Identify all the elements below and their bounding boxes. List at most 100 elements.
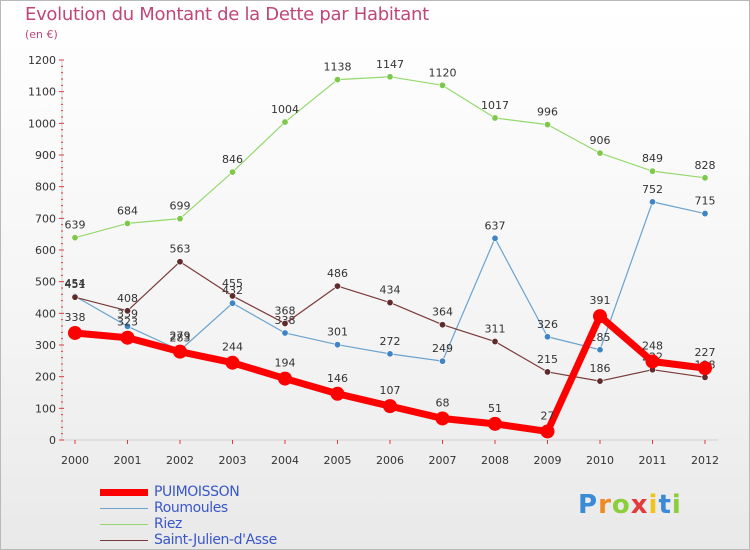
data-point-roumoules xyxy=(596,346,604,354)
data-point-puimoisson xyxy=(68,325,82,340)
legend-label: PUIMOISSON xyxy=(154,484,240,500)
data-label-roumoules: 637 xyxy=(485,219,506,232)
data-label-roumoules: 301 xyxy=(327,326,348,339)
series-line-riez xyxy=(74,76,706,239)
data-label-puimoisson: 68 xyxy=(436,396,450,409)
legend-item-puimoisson: PUIMOISSON xyxy=(100,484,360,500)
data-label-roumoules: 752 xyxy=(642,183,663,196)
data-point-riez xyxy=(648,167,656,175)
data-point-puimoisson xyxy=(593,309,607,324)
data-point-riez xyxy=(596,149,604,157)
data-label-puimoisson: 146 xyxy=(327,372,348,385)
x-tick-label: 2009 xyxy=(534,454,562,467)
data-label-roumoules: 283 xyxy=(170,331,191,344)
data-label-riez: 1004 xyxy=(271,103,299,116)
legend-item-riez: Riez xyxy=(100,516,360,532)
data-label-saint-julien-d-asse: 311 xyxy=(485,323,506,336)
x-tick-label: 2006 xyxy=(376,454,404,467)
data-label-riez: 1138 xyxy=(324,61,352,74)
data-point-roumoules xyxy=(543,333,551,341)
legend-swatch xyxy=(100,524,148,525)
x-tick-label: 2002 xyxy=(166,454,194,467)
data-label-riez: 1147 xyxy=(376,58,404,71)
data-label-puimoisson: 338 xyxy=(65,311,86,324)
data-label-riez: 849 xyxy=(642,152,663,165)
data-point-riez xyxy=(71,234,79,242)
data-point-roumoules xyxy=(701,210,709,218)
data-point-puimoisson xyxy=(383,399,397,414)
logo-letter: r xyxy=(598,490,612,520)
x-tick-label: 2008 xyxy=(481,454,509,467)
data-label-saint-julien-d-asse: 455 xyxy=(222,277,243,290)
data-label-puimoisson: 279 xyxy=(170,330,191,343)
data-label-riez: 684 xyxy=(117,204,138,217)
data-point-riez xyxy=(124,219,132,227)
logo-letter: o xyxy=(611,490,631,520)
x-tick-label: 2011 xyxy=(639,454,667,467)
data-point-riez xyxy=(543,121,551,129)
data-point-roumoules xyxy=(386,350,394,358)
logo-letter: t xyxy=(658,490,672,520)
data-label-roumoules: 715 xyxy=(695,195,716,208)
data-point-saint-julien-d-asse xyxy=(176,258,184,266)
data-label-puimoisson: 227 xyxy=(695,346,716,359)
data-label-puimoisson: 27 xyxy=(541,409,555,422)
data-label-roumoules: 249 xyxy=(432,342,453,355)
data-label-saint-julien-d-asse: 215 xyxy=(537,353,558,366)
logo-letter: i xyxy=(671,490,682,520)
data-label-roumoules: 326 xyxy=(537,318,558,331)
proxiti-logo: Proxiti xyxy=(578,490,682,520)
data-label-roumoules: 272 xyxy=(380,335,401,348)
data-label-riez: 699 xyxy=(170,200,191,213)
data-label-saint-julien-d-asse: 364 xyxy=(432,306,453,319)
x-tick-label: 2001 xyxy=(114,454,142,467)
legend-label: Roumoules xyxy=(154,500,228,516)
data-point-puimoisson xyxy=(435,411,450,426)
data-label-puimoisson: 391 xyxy=(590,294,611,307)
y-tick-label: 1100 xyxy=(28,86,56,99)
y-tick-label: 500 xyxy=(35,276,56,289)
legend-swatch xyxy=(100,540,148,541)
data-point-puimoisson xyxy=(278,371,292,386)
data-point-saint-julien-d-asse xyxy=(333,282,341,290)
data-point-roumoules xyxy=(491,234,499,242)
legend-swatch xyxy=(100,489,148,496)
data-label-saint-julien-d-asse: 408 xyxy=(117,292,138,305)
data-label-riez: 1017 xyxy=(481,99,509,112)
data-point-puimoisson xyxy=(698,361,712,376)
data-label-riez: 846 xyxy=(222,153,243,166)
data-point-roumoules xyxy=(333,341,341,349)
y-tick-label: 400 xyxy=(35,307,56,320)
y-tick-label: 700 xyxy=(35,212,56,225)
legend-swatch xyxy=(100,508,148,509)
x-tick-label: 2003 xyxy=(219,454,247,467)
data-label-riez: 639 xyxy=(65,219,86,232)
x-tick-label: 2010 xyxy=(586,454,614,467)
data-point-saint-julien-d-asse xyxy=(438,321,446,329)
data-point-riez xyxy=(229,168,237,176)
x-tick-label: 2012 xyxy=(691,454,719,467)
data-point-riez xyxy=(438,81,446,89)
data-point-roumoules xyxy=(229,299,237,307)
data-point-roumoules xyxy=(648,198,656,206)
data-label-riez: 828 xyxy=(695,159,716,172)
legend-item-saint-julien-d-asse: Saint-Julien-d'Asse xyxy=(100,532,360,548)
y-tick-label: 100 xyxy=(35,402,56,415)
data-label-saint-julien-d-asse: 368 xyxy=(275,304,296,317)
x-tick-label: 2005 xyxy=(324,454,352,467)
data-point-saint-julien-d-asse xyxy=(229,292,237,300)
logo-letter: i xyxy=(648,490,659,520)
data-point-puimoisson xyxy=(645,354,660,369)
chart-unit: (en €) xyxy=(25,28,58,41)
data-point-puimoisson xyxy=(330,386,345,401)
legend-item-roumoules: Roumoules xyxy=(100,500,360,516)
data-point-riez xyxy=(491,114,499,122)
data-point-roumoules xyxy=(124,322,132,330)
data-label-puimoisson: 107 xyxy=(380,384,401,397)
y-tick-label: 900 xyxy=(35,149,56,162)
data-point-roumoules xyxy=(438,357,446,365)
data-label-roumoules: 432 xyxy=(222,284,243,297)
logo-letter: P xyxy=(578,490,599,520)
